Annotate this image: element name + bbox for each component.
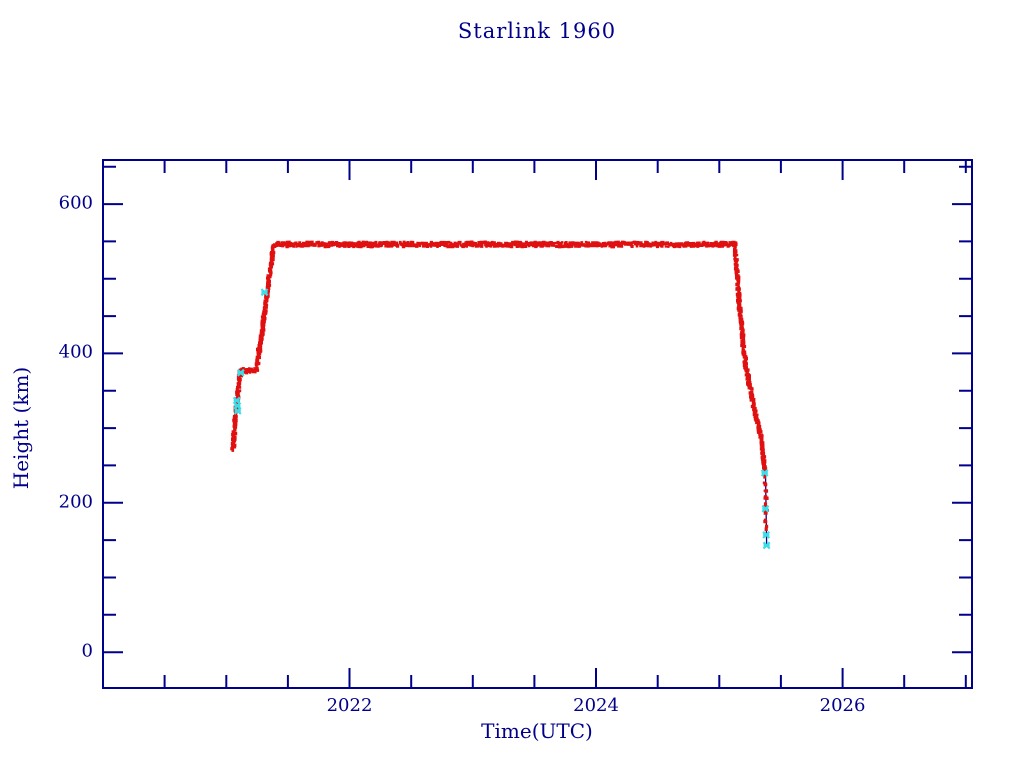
y-tick-label: 600: [58, 192, 93, 214]
x-tick-label: 2026: [819, 695, 866, 716]
chart-title: Starlink 1960: [457, 19, 617, 43]
x-axis-title: Time(UTC): [481, 719, 593, 743]
y-tick-label: 0: [81, 640, 93, 662]
y-tick-label: 400: [58, 342, 93, 364]
x-tick-label: 2022: [326, 695, 373, 716]
x-tick-label: 2024: [573, 695, 619, 716]
axis-ticks: [103, 160, 972, 688]
series-predicted-height-markers: [232, 288, 771, 550]
y-tick-label: 200: [58, 491, 93, 513]
axes-box: [102, 159, 973, 689]
series-observed-height: [230, 240, 770, 531]
